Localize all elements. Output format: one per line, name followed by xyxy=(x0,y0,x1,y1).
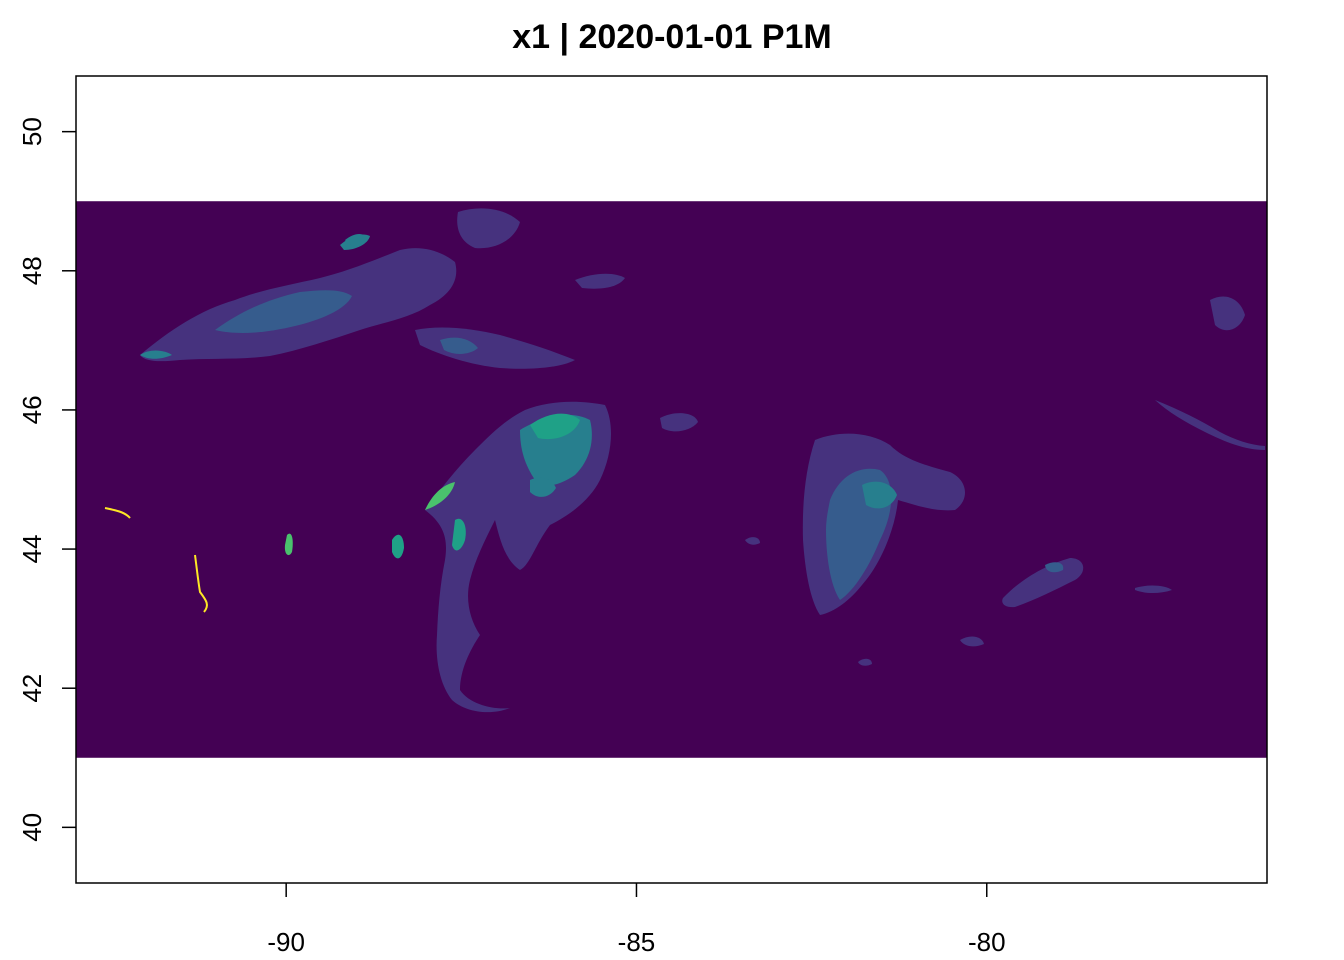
raster-feature-east-superior-2 xyxy=(440,337,478,354)
raster-features xyxy=(104,208,1265,713)
y-tick-label: 40 xyxy=(17,813,47,842)
raster-feature-small-lake-3 xyxy=(745,537,760,545)
raster-feature-mississippi-1 xyxy=(104,507,131,519)
plot-frame xyxy=(75,75,1268,884)
raster-feature-lake-michigan-3 xyxy=(530,413,580,440)
raster-feature-ottawa-river xyxy=(1155,400,1265,450)
raster-feature-lake-simcoe xyxy=(660,413,698,432)
y-tick-label: 48 xyxy=(17,256,47,285)
x-axis: -90 -85 -80 xyxy=(267,883,1006,957)
y-tick-label: 42 xyxy=(17,674,47,703)
x-tick-label: -90 xyxy=(267,927,305,957)
raster-feature-small-lake-1 xyxy=(960,636,984,647)
raster-feature-superior-2 xyxy=(215,290,352,333)
raster-feature-lake-nipigon xyxy=(1210,296,1245,331)
raster-feature-lake-ontario xyxy=(1135,585,1172,593)
y-axis: 40 42 44 46 48 50 xyxy=(17,117,76,842)
raster-feature-lake-erie-2 xyxy=(1045,562,1064,573)
raster-feature-michigan-shore xyxy=(452,518,466,551)
raster-feature-green-bay xyxy=(425,482,455,510)
raster-feature-mississippi-2 xyxy=(194,554,208,613)
y-tick-label: 44 xyxy=(17,535,47,564)
raster-feature-michigan-lobe xyxy=(530,477,556,497)
raster-feature-superior-west-tip xyxy=(140,350,172,359)
x-tick-label: -80 xyxy=(968,927,1006,957)
raster-feature-lake-huron-3 xyxy=(862,481,897,509)
raster-feature-small-lake-2 xyxy=(858,658,872,666)
plot-title: x1 | 2020-01-01 P1M xyxy=(512,18,832,56)
raster-feature-lake-erie xyxy=(1002,558,1084,608)
raster-extent xyxy=(76,201,1267,758)
raster-feature-lake-winnebago xyxy=(392,534,404,559)
x-tick-label: -85 xyxy=(618,927,656,957)
raster-feature-north-blob xyxy=(457,208,520,249)
y-tick-label: 46 xyxy=(17,395,47,424)
raster-feature-wisconsin-river xyxy=(284,533,293,556)
y-tick-label: 50 xyxy=(17,117,47,146)
raster-feature-lake-nipissing xyxy=(575,273,625,289)
raster-feature-lake-nipigon-2 xyxy=(345,234,368,246)
